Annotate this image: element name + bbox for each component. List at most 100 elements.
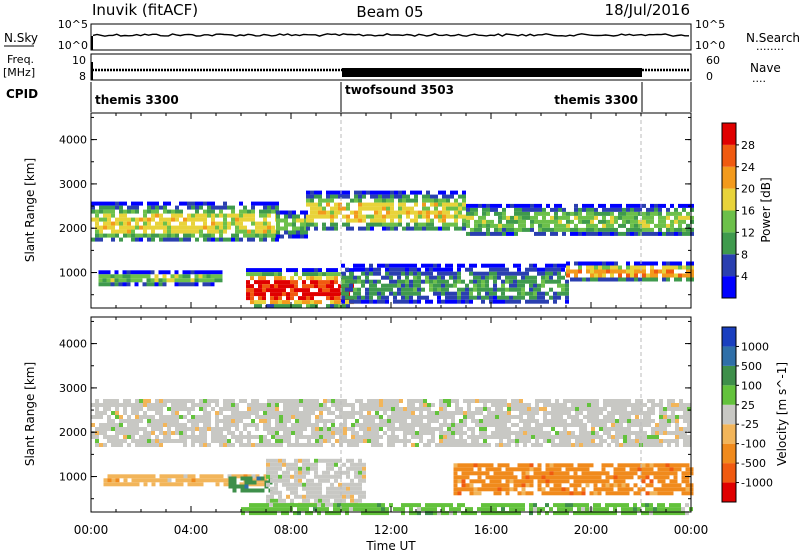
xtick-label: 04:00 [174,523,209,537]
nsearch-tick-bottom: 10^0 [695,39,725,52]
freq-label-unit: [MHz] [3,66,35,79]
cpid-segment-2: twofsound 3503 [345,83,454,97]
xtick-label: 00:00 [674,523,709,537]
colorbar-swatch [722,276,736,298]
ytick-label: 2000 [59,426,87,439]
colorbar-tick-label: -500 [741,457,766,470]
nsky-label: N.Sky [4,31,38,45]
colorbar-tick-label: 8 [741,248,748,261]
velocity-band-5 [453,463,694,496]
ytick-label: 4000 [59,338,87,351]
nsky-strip: N.Sky 10^5 10^0 10^5 10^0 N.Search .....… [4,18,800,53]
colorbar-swatch [722,144,736,167]
beam-title: Beam 05 [356,3,423,21]
power-ylabel: Slant Range [km] [23,158,37,262]
freq-tick-top: 10 [72,54,86,67]
ytick-label: 3000 [59,178,87,191]
ytick-label: 1000 [59,267,87,280]
velocity-band-3 [228,476,273,493]
nsky-trace [92,33,689,37]
velocity-axis: 1000 2000 3000 4000 [59,317,692,512]
colorbar-swatch [722,424,736,444]
ytick-label: 2000 [59,222,87,235]
power-colorbar-label: Power [dB] [759,177,773,242]
colorbar-swatch [722,404,736,425]
date-title: 18/Jul/2016 [605,1,690,19]
time-axis: 00:00 04:00 08:00 12:00 16:00 20:00 00:00 [74,523,709,537]
velocity-band-1 [91,399,691,447]
xtick-label: 20:00 [574,523,609,537]
ytick-label: 3000 [59,382,87,395]
colorbar-tick-label: -100 [741,438,766,451]
nave-dots: .... [752,72,766,85]
colorbar-tick-label: -1000 [741,477,773,490]
colorbar-swatch [722,254,736,277]
colorbar-swatch [722,166,736,189]
colorbar-swatch [722,365,736,386]
colorbar-tick-label: 25 [741,399,755,412]
velocity-panel: 1000 2000 3000 4000 Slant Range [km] 1000 50… [23,316,789,553]
velocity-heatmap [91,317,694,516]
velocity-colorbar: 1000 500 100 25 -25 -100 -500 -1000 [721,326,773,503]
nsky-tick-top: 10^5 [58,18,88,31]
colorbar-tick-label: 24 [741,161,755,174]
station-title: Inuvik (fitACF) [92,1,198,19]
freq-strip: Freq. [MHz] 10 8 60 0 Nave .... [3,53,781,85]
colorbar-swatch [722,443,736,464]
velocity-ylabel: Slant Range [km] [23,362,37,466]
ytick-label: 1000 [59,471,87,484]
power-band-1 [91,201,279,242]
cpid-strip: CPID themis 3300 twofsound 3503 themis 3… [6,82,692,112]
ytick-label: 4000 [59,134,87,147]
nave-tick-bottom: 0 [706,70,713,83]
colorbar-tick-label: 100 [741,379,762,392]
power-band-7 [341,263,569,304]
nave-tick-top: 60 [706,54,720,67]
xtick-label: 16:00 [474,523,509,537]
colorbar-tick-label: 1000 [741,340,769,353]
colorbar-swatch [722,210,736,233]
xtick-label: 08:00 [274,523,309,537]
cpid-segment-3: themis 3300 [554,93,638,107]
colorbar-tick-label: 4 [741,270,748,283]
velocity-band-4 [266,458,366,507]
colorbar-tick-label: 28 [741,139,755,152]
power-band-6 [246,268,354,309]
power-band-5 [98,270,223,287]
power-heatmap [91,113,694,309]
freq-tick-bottom: 8 [79,70,86,83]
power-band-2 [276,210,308,239]
time-xlabel: Time UT [365,539,416,553]
colorbar-tick-label: 20 [741,183,755,196]
power-panel: 1000 2000 3000 4000 Slant Range [km] 4 8 12 16… [23,112,773,309]
colorbar-swatch [722,123,736,145]
velocity-colorbar-label: Velocity [m s^-1] [775,362,789,466]
power-band-8 [566,261,694,282]
colorbar-tick-label: 12 [741,226,755,239]
cpid-segment-1: themis 3300 [95,93,179,107]
colorbar-swatch [722,482,736,502]
colorbar-swatch [722,385,736,405]
colorbar-swatch [722,188,736,211]
cpid-label: CPID [6,87,38,101]
nave-block [342,68,642,77]
colorbar-tick-label: 16 [741,205,755,218]
colorbar-swatch [722,463,736,483]
velocity-band-6 [241,503,693,516]
power-colorbar: 4 8 12 16 20 24 28 [721,122,755,299]
nave-label: Nave [750,61,781,75]
colorbar-tick-label: 500 [741,360,762,373]
colorbar-tick-label: -25 [741,418,759,431]
power-band-4 [466,203,694,236]
colorbar-swatch [722,327,736,347]
colorbar-swatch [722,232,736,255]
power-axis: 1000 2000 3000 4000 [59,113,692,308]
nsearch-dots: ........ [756,40,784,53]
nsky-tick-bottom: 10^0 [58,39,88,52]
xtick-label: 12:00 [374,523,409,537]
freq-label-top: Freq. [7,53,34,66]
nsearch-label: N.Search [746,31,800,45]
nsearch-tick-top: 10^5 [695,18,725,31]
power-band-3 [306,190,466,231]
